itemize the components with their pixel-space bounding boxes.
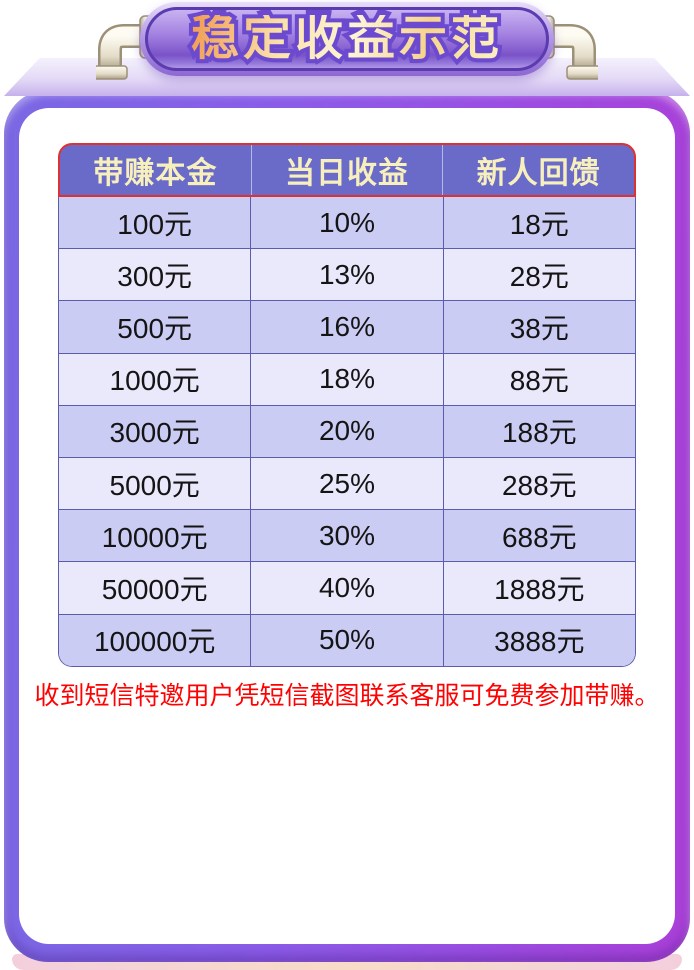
cell-yield: 13% (250, 249, 442, 301)
cell-bonus: 3888元 (442, 614, 635, 666)
returns-table: 带赚本金 当日收益 新人回馈 100元 10% 18元 300元 13% 28元… (58, 143, 636, 667)
cell-principal: 50000元 (101, 573, 208, 605)
table-row: 5000元 25% 288元 (59, 456, 635, 510)
banner-title-outline: 稳定收益示范 (187, 11, 503, 67)
cell-bonus: 18元 (442, 197, 635, 249)
cell-bonus: 1888元 (442, 562, 635, 614)
banner-pill: 稳定收益示范 稳定收益示范 (145, 7, 549, 71)
cell-yield: 18% (250, 353, 442, 405)
cell-principal: 5000元 (109, 469, 200, 501)
cell-principal: 100000元 (93, 626, 216, 658)
cell-principal: 10000元 (101, 521, 208, 553)
table-body: 100元 10% 18元 300元 13% 28元 500元 16% 38元 1… (58, 197, 636, 667)
table-header-row: 带赚本金 当日收益 新人回馈 (58, 143, 636, 197)
col-header-principal: 带赚本金 (93, 157, 218, 190)
cell-yield: 50% (250, 614, 442, 666)
col-header-daily-yield: 当日收益 (250, 145, 443, 195)
table-row: 1000元 18% 88元 (59, 352, 635, 405)
cell-yield: 10% (250, 197, 442, 249)
cell-principal: 300元 (117, 260, 193, 292)
table-row: 300元 13% 28元 (59, 248, 635, 301)
cell-principal: 3000元 (109, 417, 200, 449)
table-row: 500元 16% 38元 (59, 300, 635, 353)
banner: 稳定收益示范 稳定收益示范 (140, 2, 554, 76)
col-header-newcomer-bonus: 新人回馈 (442, 145, 634, 195)
table-row: 100000元 50% 3888元 (59, 613, 635, 666)
table-row: 100元 10% 18元 (59, 197, 635, 249)
cell-principal: 500元 (117, 312, 193, 344)
invite-note: 收到短信特邀用户凭短信截图联系客服可免费参加带赚。 (34, 682, 660, 710)
cell-bonus: 28元 (442, 249, 635, 301)
banner-title: 稳定收益示范 (190, 12, 503, 65)
cell-yield: 40% (250, 562, 442, 614)
cell-principal: 1000元 (109, 365, 200, 397)
table-row: 3000元 20% 188元 (59, 404, 635, 457)
cell-bonus: 88元 (442, 353, 635, 405)
cell-yield: 20% (250, 405, 442, 457)
cell-yield: 16% (250, 301, 442, 353)
table-row: 50000元 40% 1888元 (59, 561, 635, 614)
cell-bonus: 38元 (442, 301, 635, 353)
table-row: 10000元 30% 688元 (59, 509, 635, 562)
cell-bonus: 188元 (442, 405, 635, 457)
cell-principal: 100元 (117, 208, 193, 240)
cell-yield: 30% (250, 510, 442, 562)
cell-yield: 25% (250, 457, 442, 510)
cell-bonus: 288元 (442, 457, 635, 510)
cell-bonus: 688元 (442, 510, 635, 562)
